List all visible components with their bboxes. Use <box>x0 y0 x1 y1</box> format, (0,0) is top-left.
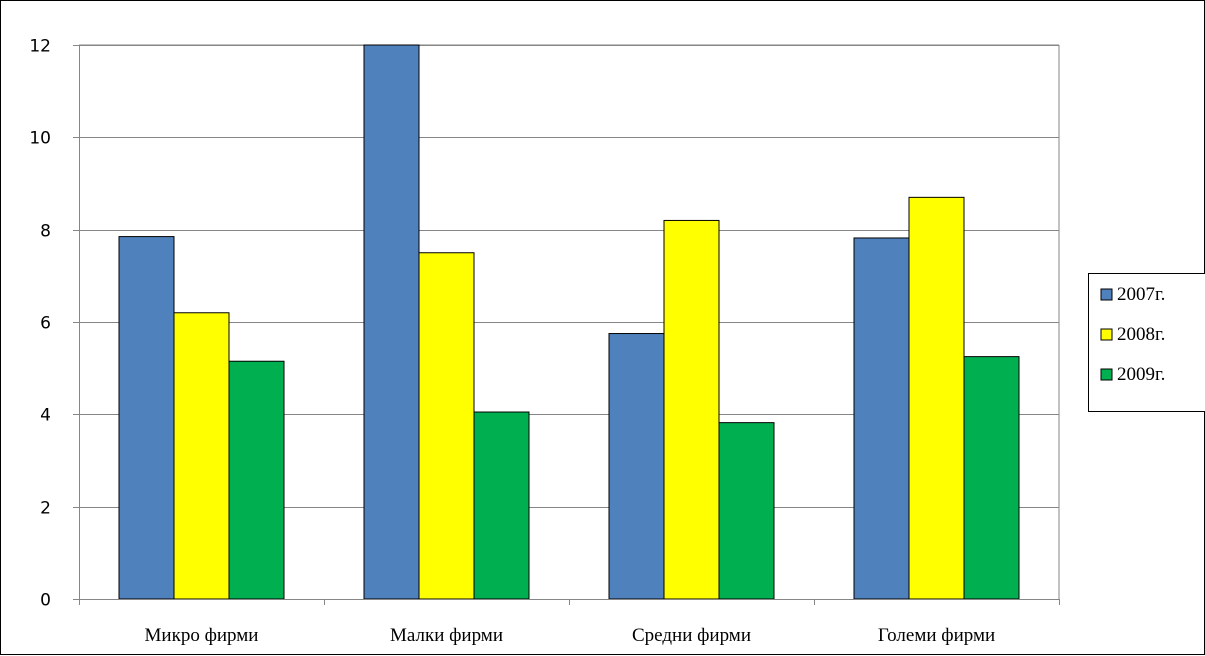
legend-swatch <box>1101 369 1112 380</box>
bar-2008г.-Микро фирми <box>174 313 229 599</box>
bar-2008г.-Малки фирми <box>419 253 474 599</box>
x-tick-label: Големи фирми <box>878 625 995 646</box>
bar-2007г.-Малки фирми <box>364 45 419 599</box>
y-axis-tick-labels: 0 2 4 6 8 10 12 <box>29 37 51 611</box>
legend-label: 2008г. <box>1117 324 1165 345</box>
legend: 2007г. 2008г. 2009г. <box>1089 274 1205 412</box>
legend-swatch <box>1101 289 1112 300</box>
bar-2007г.-Големи фирми <box>854 238 909 599</box>
y-tick-label: 2 <box>40 499 51 519</box>
y-tick-label: 0 <box>40 591 51 611</box>
x-tick-label: Малки фирми <box>390 625 503 646</box>
y-tick-label: 6 <box>40 314 51 334</box>
legend-label: 2009г. <box>1117 364 1165 385</box>
legend-swatch <box>1101 329 1112 340</box>
x-axis-tick-labels: Микро фирми Малки фирми Средни фирми Големи… <box>145 625 996 646</box>
bar-2007г.-Средни фирми <box>609 334 664 599</box>
bar-2009г.-Средни фирми <box>719 423 774 599</box>
bar-2008г.-Средни фирми <box>664 220 719 599</box>
y-tick-label: 10 <box>29 129 51 149</box>
bar-2009г.-Малки фирми <box>474 412 529 599</box>
y-tick-label: 12 <box>29 37 51 57</box>
x-tick-label: Микро фирми <box>145 625 259 646</box>
bar-2008г.-Големи фирми <box>909 197 964 599</box>
bar-2007г.-Микро фирми <box>119 237 174 599</box>
y-tick-label: 4 <box>40 406 51 426</box>
legend-label: 2007г. <box>1117 284 1165 305</box>
y-tick-label: 8 <box>40 222 51 242</box>
bar-2009г.-Големи фирми <box>964 357 1019 599</box>
x-tick-label: Средни фирми <box>632 625 751 646</box>
bar-2009г.-Микро фирми <box>229 361 284 599</box>
